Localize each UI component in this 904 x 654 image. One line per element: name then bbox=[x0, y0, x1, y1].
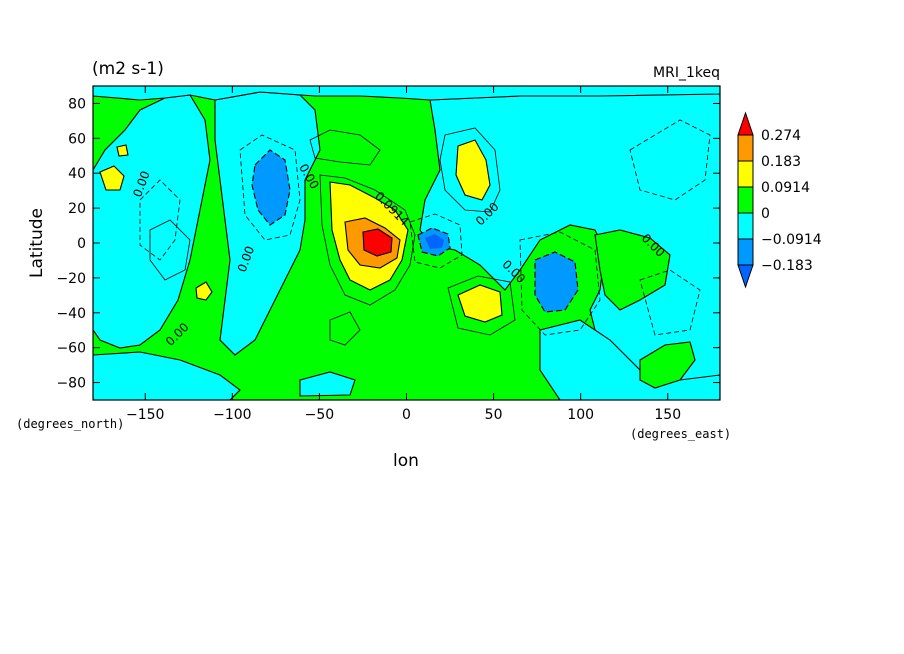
y-axis: −80 −60 −40 −20 0 20 40 60 80 bbox=[56, 96, 720, 392]
colorbar-cell bbox=[737, 238, 754, 266]
pos-atlantic-red bbox=[362, 228, 393, 257]
x-units-label: (degrees_east) bbox=[630, 427, 731, 441]
colorbar-level-label: −0.183 bbox=[761, 258, 813, 274]
blob-north-america bbox=[251, 149, 291, 226]
x-tick-label: −150 bbox=[126, 407, 164, 423]
chart-title-model: MRI_1keq bbox=[653, 65, 720, 81]
y-tick-label: 60 bbox=[68, 131, 86, 147]
y-tick-label: 80 bbox=[68, 96, 86, 112]
blob-indian-ocean bbox=[534, 251, 579, 313]
region-south-mid bbox=[299, 371, 356, 397]
colorbar-level-label: 0.274 bbox=[761, 128, 801, 144]
region-east-band bbox=[419, 91, 720, 400]
y-tick-label: 40 bbox=[68, 166, 86, 182]
colorbar-level-label: 0.183 bbox=[761, 154, 801, 170]
colorbar: 0.274 0.183 0.0914 0 −0.0914 −0.183 bbox=[737, 111, 822, 289]
region-south-band bbox=[93, 351, 241, 400]
colorbar-level-label: 0 bbox=[761, 206, 770, 222]
y-units-label: (degrees_north) bbox=[16, 417, 124, 431]
pos-south-atlantic bbox=[457, 284, 503, 323]
x-tick-label: −50 bbox=[305, 407, 335, 423]
region-west-pacific bbox=[93, 94, 211, 349]
pos-north-africa bbox=[455, 139, 491, 201]
y-tick-label: −20 bbox=[56, 271, 86, 287]
negative-contour-lines bbox=[139, 119, 711, 336]
colorbar-extend-max bbox=[737, 111, 754, 136]
x-tick-label: 100 bbox=[567, 407, 594, 423]
colorbar-cell bbox=[737, 134, 754, 162]
colorbar-level-label: −0.0914 bbox=[761, 232, 822, 248]
x-axis-label: lon bbox=[393, 451, 419, 471]
x-tick-label: 0 bbox=[402, 407, 411, 423]
x-tick-label: 50 bbox=[485, 407, 503, 423]
pos-small-2 bbox=[195, 281, 213, 301]
colorbar-cell bbox=[737, 212, 754, 240]
colorbar-cell bbox=[737, 186, 754, 214]
y-tick-label: 20 bbox=[68, 201, 86, 217]
y-axis-label: Latitude bbox=[27, 208, 47, 278]
region-atlantic-band bbox=[214, 91, 321, 356]
island-east-africa bbox=[594, 229, 671, 311]
blob-west-africa-core bbox=[425, 234, 444, 249]
y-tick-label: −60 bbox=[56, 341, 86, 357]
pos-small-3 bbox=[116, 144, 129, 157]
positive-contour-lines bbox=[149, 127, 516, 346]
y-tick-label: 0 bbox=[77, 236, 86, 252]
colorbar-cell bbox=[737, 160, 754, 188]
chart-title-units: (m2 s-1) bbox=[92, 59, 164, 79]
plot-area bbox=[93, 86, 720, 400]
green-islands bbox=[594, 229, 696, 389]
y-tick-label: −80 bbox=[56, 376, 86, 392]
island-south-east bbox=[639, 341, 696, 389]
y-tick-label: −40 bbox=[56, 306, 86, 322]
colorbar-level-label: 0.0914 bbox=[761, 180, 810, 196]
x-axis: −150 −100 −50 0 50 100 150 bbox=[126, 86, 681, 423]
colorbar-extend-min bbox=[737, 264, 754, 289]
positive-regions bbox=[99, 139, 503, 323]
x-tick-label: 150 bbox=[654, 407, 681, 423]
x-tick-label: −100 bbox=[213, 407, 251, 423]
pos-small-1 bbox=[99, 165, 125, 191]
